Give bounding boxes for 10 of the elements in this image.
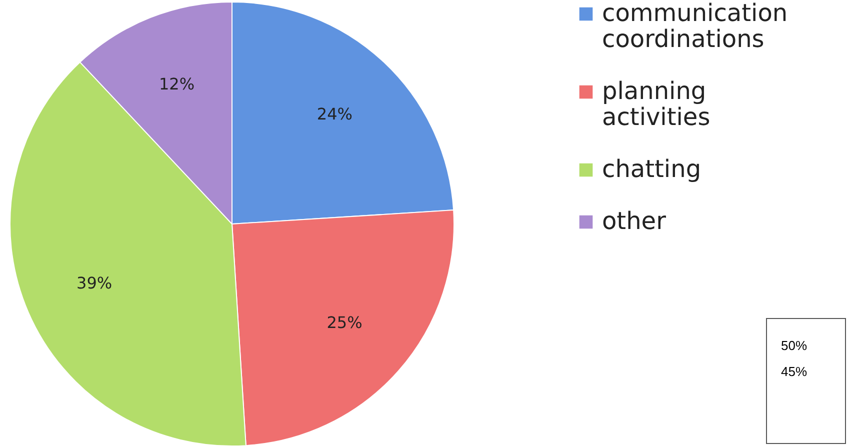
legend-label: planning activities — [602, 77, 710, 131]
data-label: 25% — [326, 313, 362, 332]
data-label: 24% — [316, 104, 352, 124]
legend-label: chatting — [602, 155, 702, 183]
text: 50% — [781, 337, 808, 355]
data-label: 12% — [159, 74, 195, 94]
legend-label: other — [602, 207, 666, 235]
data-label: 39% — [76, 274, 112, 293]
text: 45% — [781, 363, 808, 381]
legend-label: communication coordinations — [602, 0, 788, 53]
